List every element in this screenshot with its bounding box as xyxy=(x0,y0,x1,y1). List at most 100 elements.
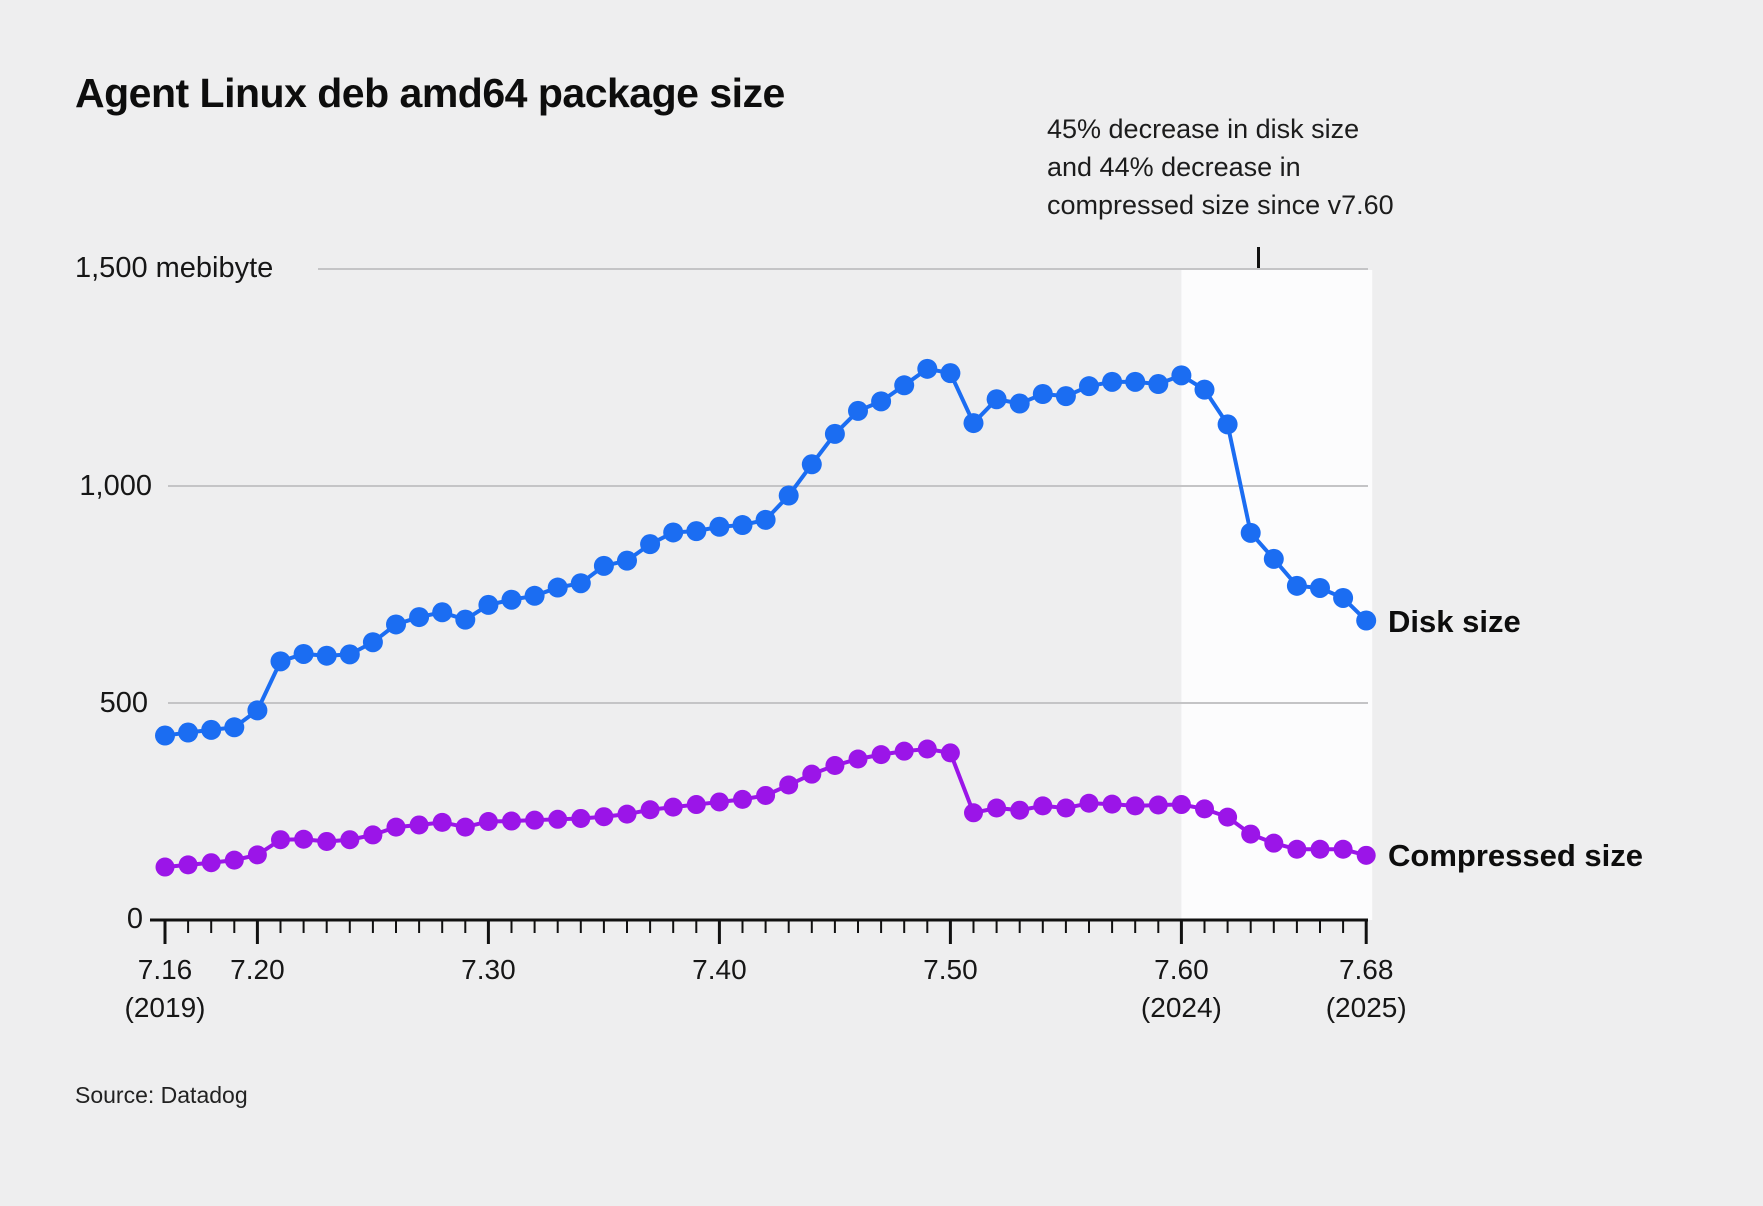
disk-size-point-7.44 xyxy=(801,454,822,475)
annotation-pointer-tick xyxy=(1257,247,1260,285)
disk-size-point-7.26 xyxy=(386,614,406,635)
compressed-size-point-7.36 xyxy=(617,804,637,824)
compressed-size-point-7.45 xyxy=(825,755,845,775)
x-axis-tick-label-7.16: 7.16 xyxy=(137,954,193,985)
disk-size-point-7.41 xyxy=(732,515,753,536)
disk-size-point-7.30 xyxy=(478,594,499,615)
compressed-size-point-7.16 xyxy=(155,857,175,877)
disk-size-point-7.49 xyxy=(917,358,938,379)
disk-size-point-7.39 xyxy=(686,521,707,542)
compressed-size-point-7.59 xyxy=(1148,795,1168,815)
compressed-size-point-7.17 xyxy=(178,855,198,875)
x-axis-tick-label-7.40: 7.40 xyxy=(692,954,747,985)
compressed-size-point-7.19 xyxy=(224,850,244,870)
y-axis-label-500: 500 xyxy=(99,687,148,719)
x-axis-tick-label-7.60: 7.60 xyxy=(1154,954,1209,985)
disk-size-point-7.34 xyxy=(570,573,591,594)
disk-size-point-7.66 xyxy=(1310,577,1330,598)
x-axis-year-label-7.16: (2019) xyxy=(124,992,206,1023)
compressed-size-point-7.39 xyxy=(686,795,706,815)
compressed-size-point-7.29 xyxy=(455,817,475,837)
disk-size-point-7.68 xyxy=(1356,610,1377,631)
disk-size-point-7.20 xyxy=(247,700,268,721)
compressed-size-point-7.21 xyxy=(271,830,290,850)
annotation-text: 45% decrease in disk size and 44% decrea… xyxy=(1047,114,1394,220)
legend-disk-size: Disk size xyxy=(1388,604,1521,639)
disk-size-point-7.48 xyxy=(894,375,915,396)
y-axis-label-1500: 1,500 mebibyte xyxy=(75,252,274,284)
compressed-size-point-7.37 xyxy=(640,800,660,820)
disk-size-point-7.43 xyxy=(778,485,799,506)
compressed-size-point-7.38 xyxy=(663,797,683,817)
disk-size-point-7.47 xyxy=(871,391,892,412)
disk-size-point-7.32 xyxy=(524,585,545,606)
disk-size-point-7.36 xyxy=(617,550,637,571)
compressed-size-point-7.27 xyxy=(409,815,429,835)
disk-size-point-7.65 xyxy=(1286,575,1307,596)
disk-size-point-7.40 xyxy=(709,516,730,537)
disk-size-point-7.58 xyxy=(1125,371,1146,392)
disk-size-point-7.16 xyxy=(155,725,175,746)
compressed-size-point-7.41 xyxy=(733,789,752,809)
disk-size-point-7.61 xyxy=(1194,379,1215,400)
disk-size-point-7.46 xyxy=(848,400,868,421)
x-axis-tick-label-7.68: 7.68 xyxy=(1338,954,1394,985)
legend-compressed-size: Compressed size xyxy=(1388,838,1643,873)
compressed-size-point-7.24 xyxy=(340,830,360,850)
compressed-size-point-7.25 xyxy=(363,825,383,845)
disk-size-point-7.31 xyxy=(501,589,522,610)
compressed-size-point-7.56 xyxy=(1079,793,1099,813)
compressed-size-point-7.31 xyxy=(502,811,521,831)
compressed-size-point-7.58 xyxy=(1125,796,1145,816)
compressed-size-point-7.22 xyxy=(294,829,314,849)
compressed-size-point-7.28 xyxy=(432,812,452,832)
compressed-size-point-7.52 xyxy=(987,798,1007,818)
compressed-size-point-7.64 xyxy=(1264,833,1284,853)
compressed-size-point-7.55 xyxy=(1056,798,1076,818)
disk-size-point-7.56 xyxy=(1079,376,1099,397)
x-axis-tick-label-7.20: 7.20 xyxy=(230,954,285,985)
disk-size-point-7.29 xyxy=(455,609,476,630)
disk-size-point-7.19 xyxy=(224,717,245,738)
disk-size-point-7.51 xyxy=(963,413,984,434)
disk-size-point-7.22 xyxy=(293,643,314,664)
disk-size-point-7.64 xyxy=(1263,548,1284,569)
disk-size-point-7.55 xyxy=(1055,386,1076,407)
disk-size-point-7.42 xyxy=(755,509,776,530)
compressed-size-point-7.67 xyxy=(1333,839,1353,859)
compressed-size-point-7.32 xyxy=(525,810,545,830)
disk-size-point-7.54 xyxy=(1032,383,1053,404)
disk-size-point-7.27 xyxy=(409,607,430,628)
disk-size-point-7.52 xyxy=(986,389,1007,410)
compressed-size-point-7.62 xyxy=(1218,807,1238,827)
y-axis-label-0: 0 xyxy=(126,903,143,935)
compressed-size-point-7.66 xyxy=(1310,839,1330,859)
compressed-size-point-7.61 xyxy=(1195,799,1214,819)
compressed-size-point-7.53 xyxy=(1010,800,1030,820)
compressed-size-point-7.47 xyxy=(871,745,891,765)
compressed-size-point-7.57 xyxy=(1102,794,1122,814)
compressed-size-point-7.51 xyxy=(964,803,983,823)
disk-size-point-7.59 xyxy=(1148,374,1169,395)
compressed-size-point-7.20 xyxy=(247,845,267,865)
x-axis-tick-label-7.30: 7.30 xyxy=(461,954,516,985)
disk-size-point-7.45 xyxy=(824,423,845,444)
compressed-size-point-7.43 xyxy=(779,775,799,795)
compressed-size-point-7.33 xyxy=(548,809,568,829)
compressed-size-point-7.18 xyxy=(201,853,221,873)
disk-size-point-7.57 xyxy=(1102,371,1123,392)
compressed-size-point-7.65 xyxy=(1287,839,1307,859)
compressed-size-point-7.30 xyxy=(478,811,498,831)
compressed-size-point-7.63 xyxy=(1241,824,1261,844)
disk-size-point-7.62 xyxy=(1217,414,1238,435)
compressed-size-point-7.23 xyxy=(317,831,337,851)
x-axis-year-label-7.68: (2025) xyxy=(1325,992,1407,1023)
disk-size-point-7.24 xyxy=(339,644,360,665)
disk-size-point-7.17 xyxy=(178,722,199,743)
compressed-size-point-7.35 xyxy=(594,807,614,827)
disk-size-point-7.21 xyxy=(270,651,291,672)
compressed-size-point-7.48 xyxy=(894,741,914,761)
compressed-size-point-7.44 xyxy=(802,764,822,784)
compressed-size-point-7.50 xyxy=(940,743,960,763)
